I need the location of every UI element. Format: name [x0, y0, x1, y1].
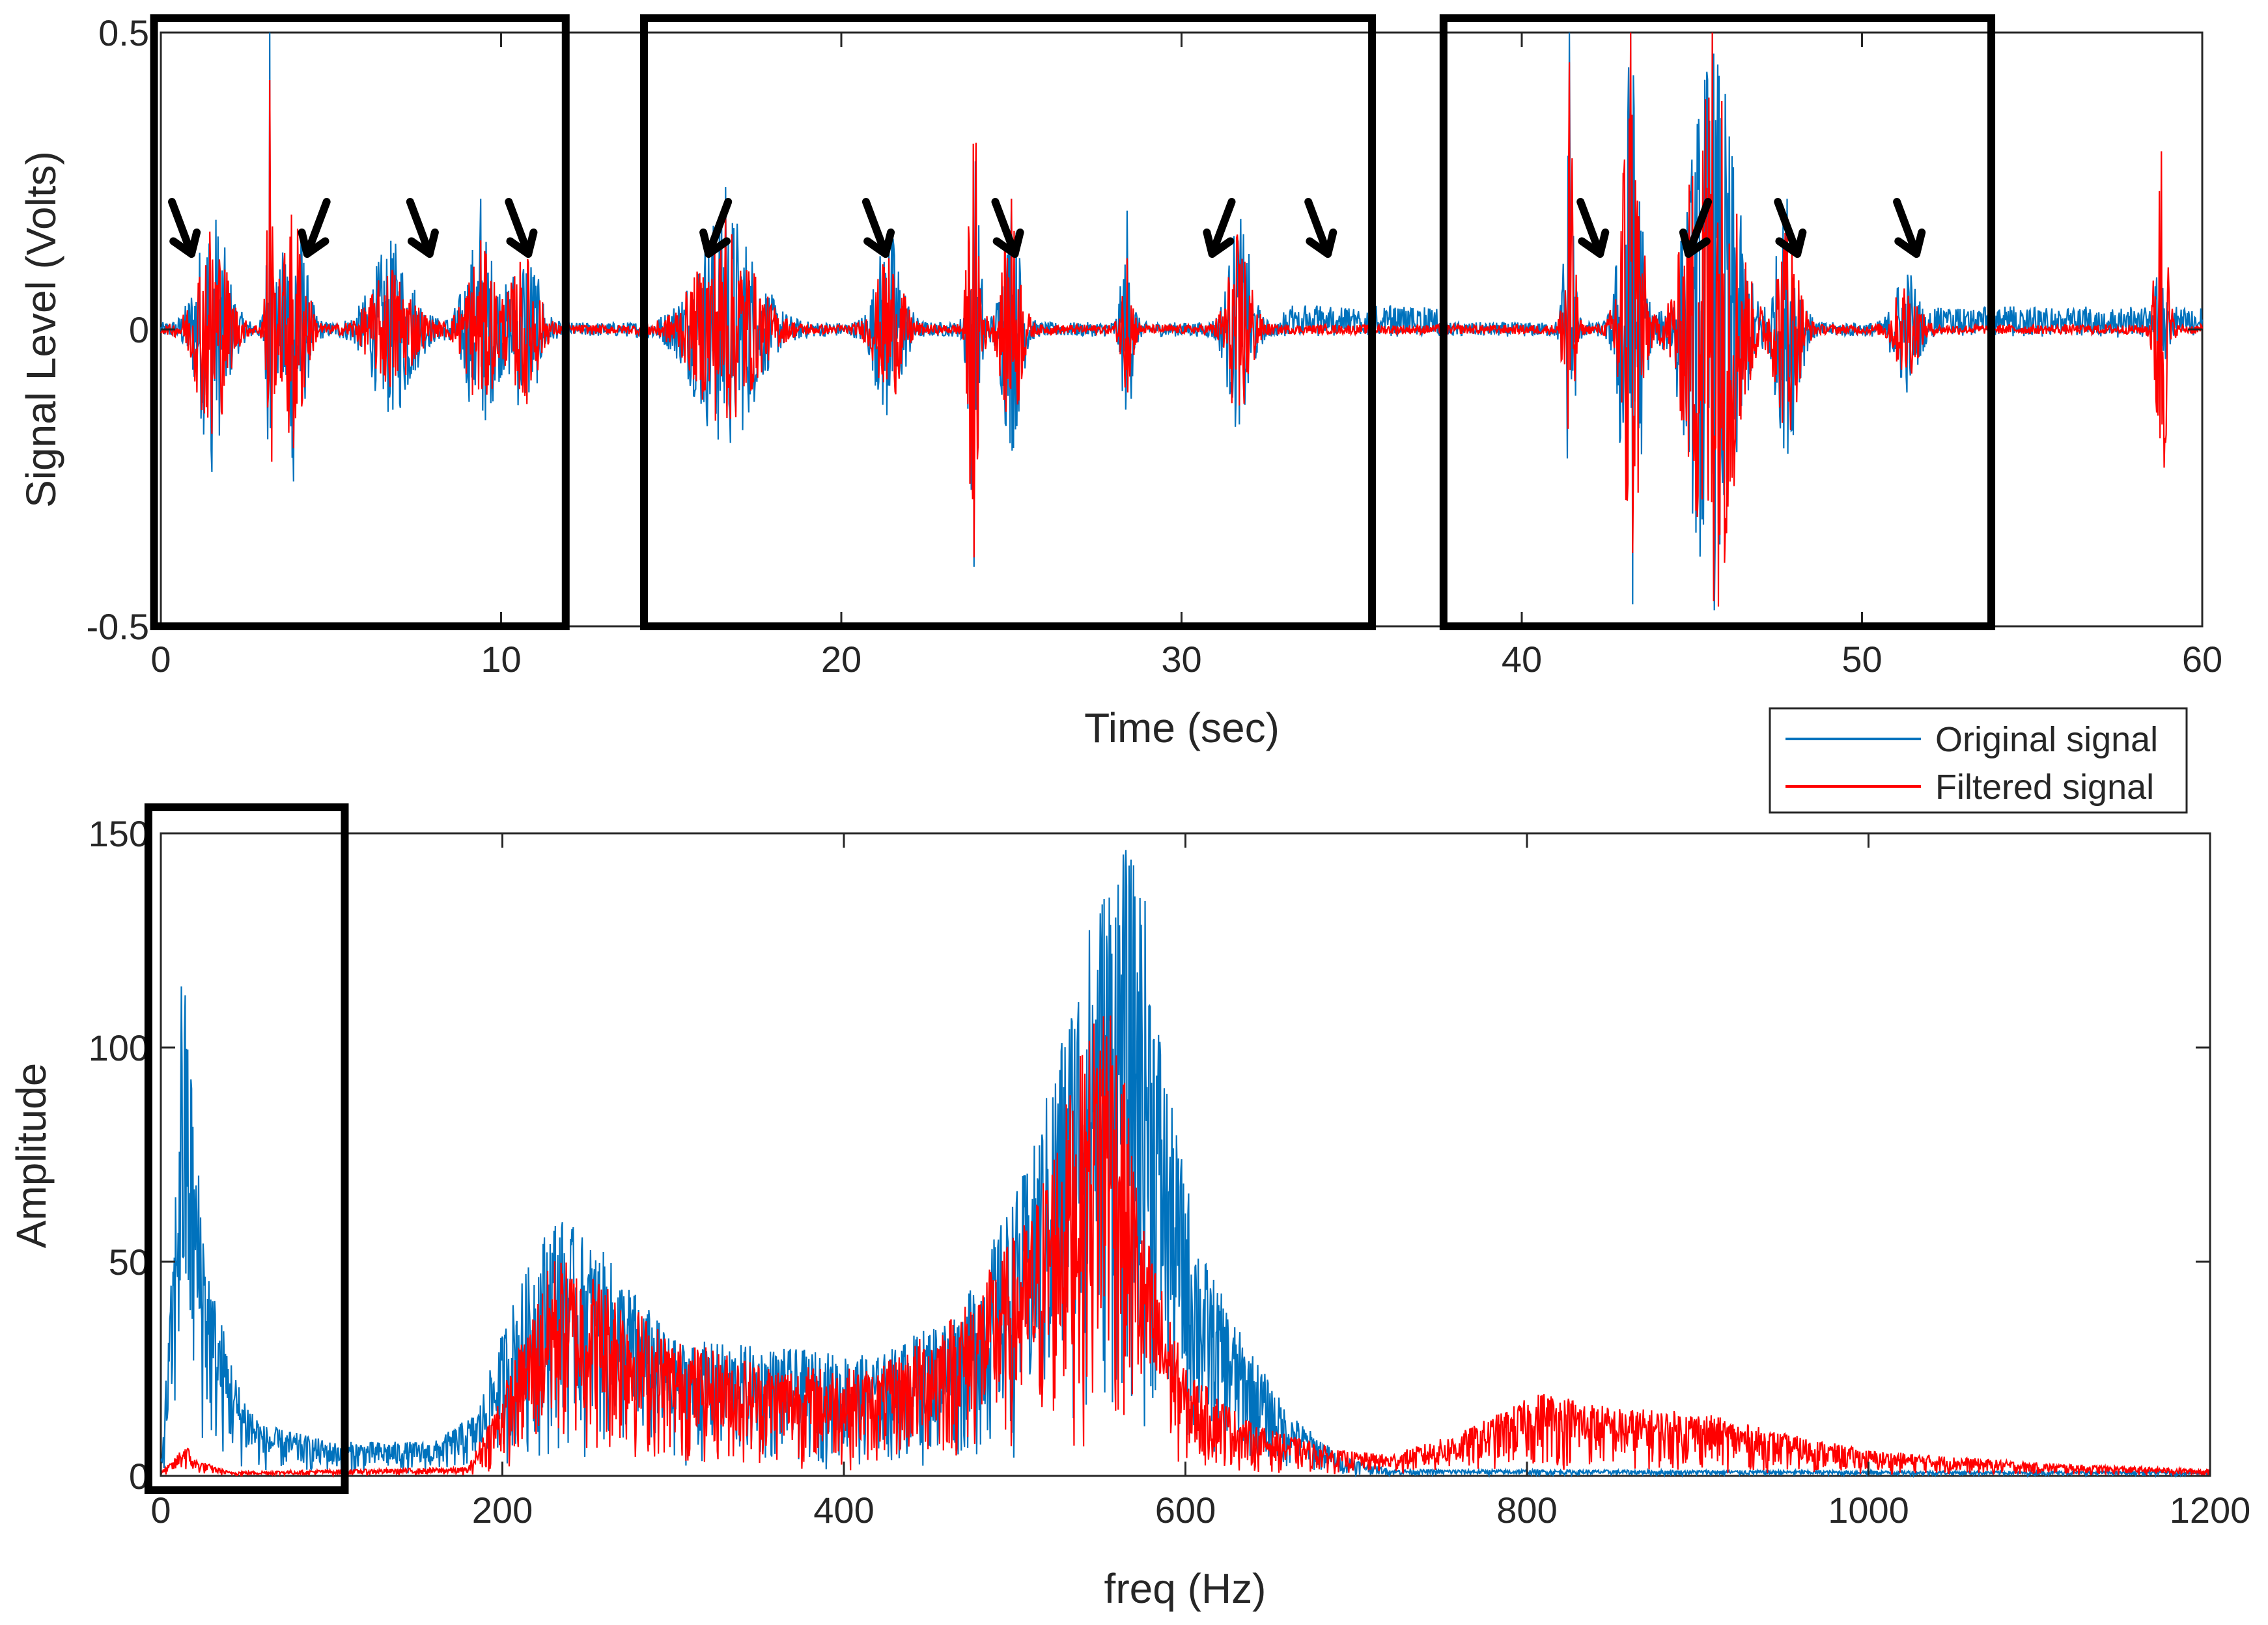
amplitude-axis-title: Amplitude [8, 1063, 55, 1249]
signal-tick-label: -0.5 [87, 606, 150, 647]
amplitude-tick-label: 100 [89, 1027, 149, 1068]
event-arrow [1893, 198, 1926, 258]
legend-label-filtered: Filtered signal [1935, 768, 2154, 807]
freq-tick-label: 200 [472, 1490, 533, 1531]
signal-tick-label: 0.5 [98, 12, 149, 53]
freq-axis-title: freq (Hz) [1104, 1565, 1267, 1612]
event-arrow [699, 198, 733, 258]
event-arrow [1203, 198, 1236, 258]
amplitude-tick-label: 50 [109, 1242, 149, 1283]
legend-label-original: Original signal [1935, 720, 2158, 759]
legend: Original signal Filtered signal [1769, 707, 2188, 814]
freq-tick-label: 1000 [1828, 1490, 1909, 1531]
frequency-domain-highlight-boxes [144, 803, 349, 1494]
highlight-box [144, 803, 349, 1494]
freq-tick-label: 600 [1155, 1490, 1216, 1531]
time-domain-ticks: 0 10 20 30 40 50 60-0.500.5 [87, 12, 2223, 680]
amplitude-tick-label: 150 [89, 813, 149, 854]
event-arrows [168, 198, 1926, 258]
freq-tick-label: 1200 [2170, 1490, 2251, 1531]
time-axis-title: Time (sec) [1084, 704, 1280, 751]
time-domain-highlight-boxes [150, 14, 1996, 630]
highlight-box [639, 14, 1377, 630]
event-arrow [1774, 198, 1807, 258]
time-tick-label: 40 [1502, 639, 1542, 680]
time-domain-traces [160, 32, 2204, 611]
time-tick-label: 30 [1161, 639, 1201, 680]
event-arrow [168, 198, 201, 258]
event-arrow [1304, 198, 1337, 258]
signal-tick-label: 0 [129, 309, 149, 350]
signal-level-axis-title: Signal Level (Volts) [18, 151, 64, 508]
freq-tick-label: 400 [813, 1490, 874, 1531]
time-tick-label: 10 [481, 639, 521, 680]
time-tick-label: 60 [2182, 639, 2222, 680]
time-tick-label: 50 [1841, 639, 1882, 680]
freq-tick-label: 0 [150, 1490, 171, 1531]
freq-tick-label: 800 [1496, 1490, 1557, 1531]
highlight-box [1439, 14, 1996, 630]
event-arrow [991, 198, 1024, 258]
event-arrow [406, 198, 439, 258]
filtered-spectrum-trace [160, 1015, 2211, 1479]
time-tick-label: 0 [150, 639, 171, 680]
event-arrow [861, 198, 895, 258]
highlight-box [150, 14, 570, 630]
legend-box [1769, 707, 2188, 814]
event-arrow [1576, 198, 1610, 258]
event-arrow [505, 198, 538, 258]
event-arrow [1679, 198, 1713, 258]
filtered-signal-trace [160, 32, 2204, 607]
event-arrow [298, 198, 331, 258]
time-domain-panel: 0 10 20 30 40 50 60-0.500.5 Time (sec) Signal … [18, 12, 2222, 751]
time-tick-label: 20 [821, 639, 861, 680]
